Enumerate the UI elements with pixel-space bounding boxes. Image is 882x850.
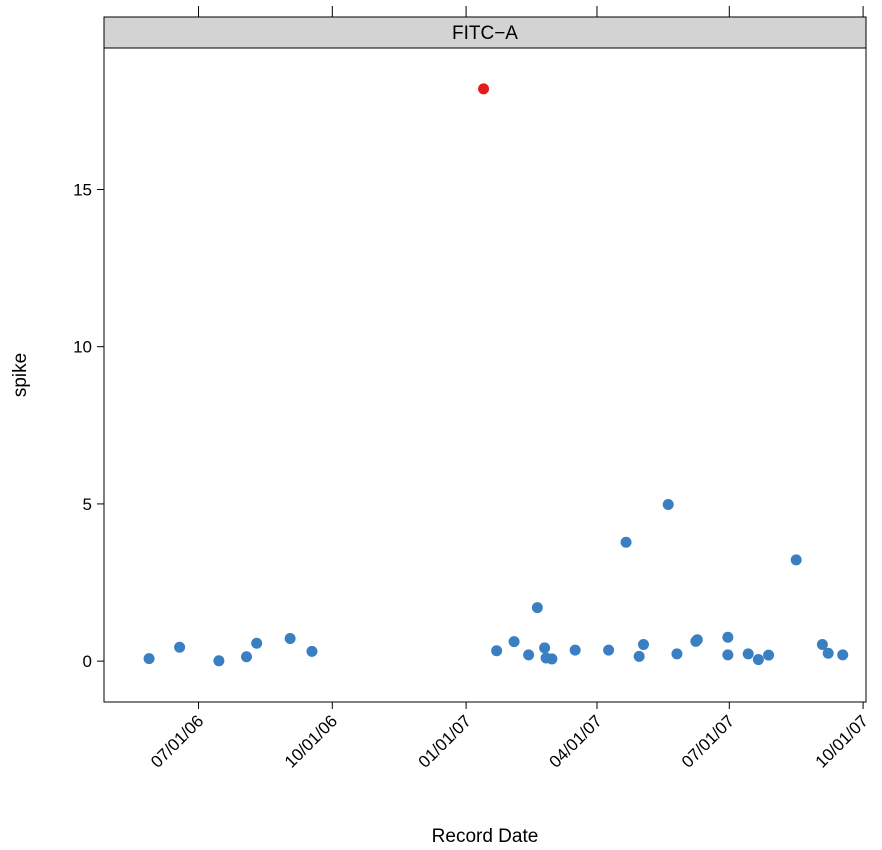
plot-frame	[103, 47, 867, 703]
x-tick-label: 07/01/06	[147, 711, 207, 771]
data-point	[620, 536, 632, 548]
data-point	[523, 649, 535, 661]
data-point	[837, 649, 849, 661]
y-tick-label: 5	[83, 495, 92, 514]
data-point	[671, 648, 683, 660]
data-point	[742, 648, 754, 660]
x-axis-title: Record Date	[432, 826, 539, 847]
data-points	[143, 83, 849, 667]
x-tick-label: 10/01/07	[812, 711, 872, 771]
x-tick-label: 07/01/07	[678, 711, 738, 771]
data-point	[306, 645, 318, 657]
y-tick-label: 0	[83, 652, 92, 671]
x-tick-label: 10/01/06	[281, 711, 341, 771]
data-point	[508, 636, 520, 648]
data-point	[633, 650, 645, 662]
data-point-outlier	[478, 83, 490, 95]
data-point	[603, 644, 615, 656]
data-point	[662, 499, 674, 511]
data-point	[241, 651, 253, 663]
x-axis: 07/01/06 10/01/06 01/01/07 04/01/07 07/01/07…	[147, 6, 872, 772]
y-axis-title: spike	[10, 353, 31, 397]
x-tick-label: 04/01/07	[546, 711, 606, 771]
data-point	[491, 645, 503, 657]
data-point	[638, 638, 650, 650]
data-point	[174, 641, 186, 653]
data-point	[284, 632, 296, 644]
data-point	[816, 638, 828, 650]
data-point	[531, 602, 543, 614]
data-point	[539, 642, 551, 654]
data-point	[569, 644, 581, 656]
data-point	[763, 649, 775, 661]
data-point	[752, 654, 764, 666]
y-tick-label: 15	[73, 180, 92, 199]
data-point	[722, 649, 734, 661]
y-tick-label: 10	[73, 338, 92, 357]
panel-title: FITC−A	[452, 23, 518, 44]
data-point	[251, 637, 263, 649]
data-point	[822, 647, 834, 659]
panel-strip	[103, 16, 867, 49]
data-point	[143, 653, 155, 665]
data-point	[722, 631, 734, 643]
data-point	[213, 655, 225, 667]
data-point	[790, 554, 802, 566]
y-axis: 0 5 10 15	[73, 180, 104, 671]
x-tick-label: 01/01/07	[415, 711, 475, 771]
data-point	[546, 653, 558, 665]
data-point	[691, 634, 703, 646]
